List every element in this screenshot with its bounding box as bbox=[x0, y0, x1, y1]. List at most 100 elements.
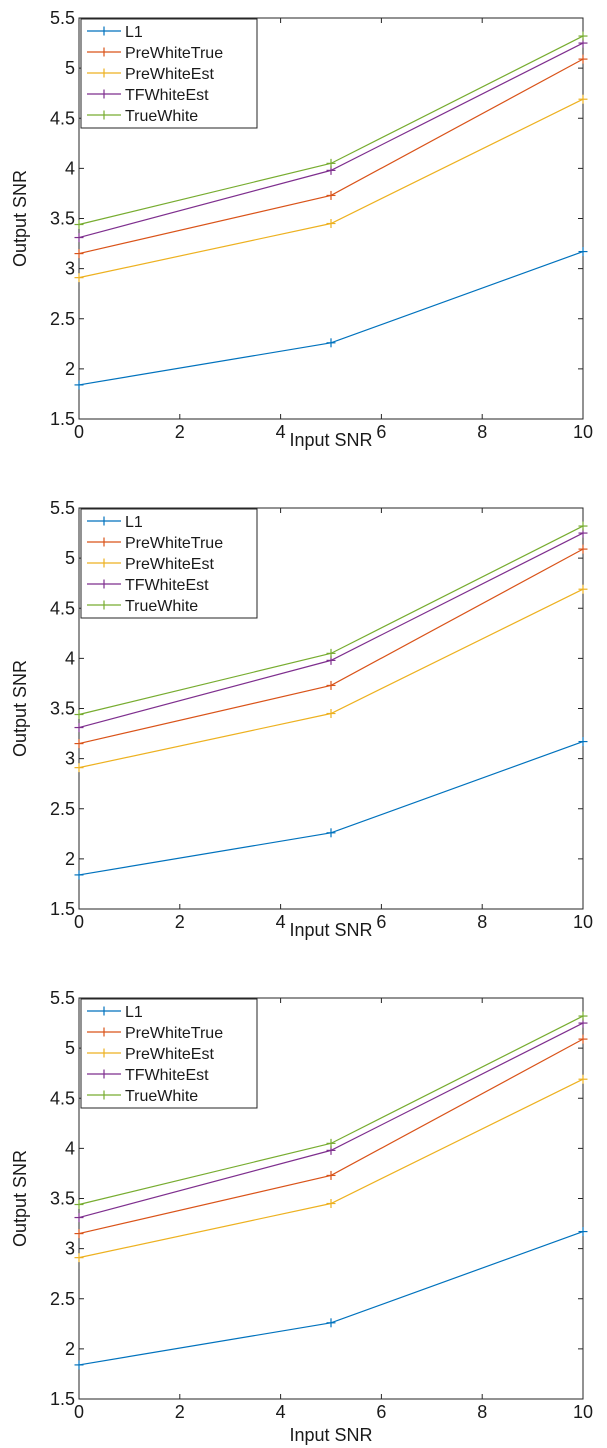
x-tick-label: 0 bbox=[74, 422, 84, 442]
legend-label-TFWhiteEst: TFWhiteEst bbox=[125, 577, 209, 594]
y-tick-label: 5 bbox=[65, 1038, 75, 1058]
y-tick-label: 4 bbox=[65, 1138, 75, 1158]
chart-panel-3: 0 2 4 6 8 10 1.5 2 2.5 3 3.5 4 4.5 5 5.5 Input SNR Outpu… bbox=[10, 988, 593, 1445]
data-point-PreWhiteTrue bbox=[74, 1229, 84, 1239]
x-tick-label: 2 bbox=[175, 1402, 185, 1422]
y-tick-label: 2 bbox=[65, 849, 75, 869]
x-tick-label: 0 bbox=[74, 912, 84, 932]
data-point-PreWhiteEst bbox=[74, 1253, 84, 1263]
data-point-TrueWhite bbox=[326, 158, 336, 168]
data-point-L1 bbox=[326, 828, 336, 838]
data-point-L1 bbox=[578, 1227, 588, 1237]
x-tick-label: 8 bbox=[477, 912, 487, 932]
y-tick-label: 1.5 bbox=[50, 899, 75, 919]
data-point-PreWhiteTrue bbox=[74, 739, 84, 749]
chart-panel-1: 0 2 4 6 8 10 1.5 2 2.5 3 3.5 4 4.5 5 5.5 Input SNR Outpu… bbox=[10, 8, 593, 450]
data-point-PreWhiteEst bbox=[74, 273, 84, 283]
data-point-L1 bbox=[578, 737, 588, 747]
y-tick-label: 5 bbox=[65, 58, 75, 78]
data-point-TrueWhite bbox=[578, 31, 588, 41]
data-point-TrueWhite bbox=[74, 220, 84, 230]
data-point-TFWhiteEst bbox=[74, 1213, 84, 1223]
data-point-L1 bbox=[74, 870, 84, 880]
legend-label-PreWhiteTrue: PreWhiteTrue bbox=[125, 45, 223, 62]
data-point-TrueWhite bbox=[74, 710, 84, 720]
y-tick-label: 2 bbox=[65, 1339, 75, 1359]
legend-label-TrueWhite: TrueWhite bbox=[125, 598, 198, 615]
data-point-PreWhiteEst bbox=[326, 219, 336, 229]
y-tick-label: 2.5 bbox=[50, 799, 75, 819]
data-point-TrueWhite bbox=[74, 1200, 84, 1210]
data-point-PreWhiteEst bbox=[578, 94, 588, 104]
y-tick-label: 4 bbox=[65, 158, 75, 178]
data-point-PreWhiteEst bbox=[578, 1074, 588, 1084]
data-point-L1 bbox=[578, 247, 588, 257]
y-tick-label: 1.5 bbox=[50, 409, 75, 429]
y-tick-label: 3 bbox=[65, 1239, 75, 1259]
x-tick-label: 2 bbox=[175, 912, 185, 932]
data-point-TFWhiteEst bbox=[74, 233, 84, 243]
x-tick-label: 6 bbox=[376, 912, 386, 932]
chart-panel-2: 0 2 4 6 8 10 1.5 2 2.5 3 3.5 4 4.5 5 5.5 Input SNR Outpu… bbox=[10, 498, 593, 940]
legend-label-PreWhiteTrue: PreWhiteTrue bbox=[125, 1025, 223, 1042]
y-tick-label: 5.5 bbox=[50, 498, 75, 518]
legend-label-PreWhiteEst: PreWhiteEst bbox=[125, 556, 214, 573]
x-tick-label: 10 bbox=[573, 1402, 593, 1422]
data-point-PreWhiteEst bbox=[74, 763, 84, 773]
y-tick-label: 5 bbox=[65, 548, 75, 568]
x-tick-label: 6 bbox=[376, 422, 386, 442]
x-axis-label: Input SNR bbox=[289, 1425, 372, 1445]
x-tick-label: 4 bbox=[276, 422, 286, 442]
y-tick-label: 3.5 bbox=[50, 699, 75, 719]
y-tick-label: 1.5 bbox=[50, 1389, 75, 1409]
x-tick-label: 4 bbox=[276, 912, 286, 932]
data-point-PreWhiteTrue bbox=[326, 190, 336, 200]
data-point-TrueWhite bbox=[326, 1138, 336, 1148]
y-tick-label: 3.5 bbox=[50, 209, 75, 229]
data-point-PreWhiteTrue bbox=[74, 249, 84, 259]
y-tick-label: 5.5 bbox=[50, 988, 75, 1008]
y-tick-label: 4.5 bbox=[50, 108, 75, 128]
y-tick-label: 3 bbox=[65, 259, 75, 279]
data-point-TFWhiteEst bbox=[74, 723, 84, 733]
y-axis-label: Output SNR bbox=[10, 170, 30, 267]
y-tick-label: 3 bbox=[65, 749, 75, 769]
y-tick-label: 4.5 bbox=[50, 598, 75, 618]
legend-label-L1: L1 bbox=[125, 514, 143, 531]
data-point-PreWhiteEst bbox=[326, 709, 336, 719]
legend-label-PreWhiteEst: PreWhiteEst bbox=[125, 1046, 214, 1063]
data-point-TrueWhite bbox=[578, 521, 588, 531]
legend-label-TrueWhite: TrueWhite bbox=[125, 108, 198, 125]
data-point-L1 bbox=[326, 1318, 336, 1328]
data-point-L1 bbox=[74, 380, 84, 390]
y-tick-label: 4.5 bbox=[50, 1088, 75, 1108]
y-tick-label: 3.5 bbox=[50, 1189, 75, 1209]
legend-label-PreWhiteTrue: PreWhiteTrue bbox=[125, 535, 223, 552]
y-axis-label: Output SNR bbox=[10, 1150, 30, 1247]
x-tick-label: 0 bbox=[74, 1402, 84, 1422]
data-point-PreWhiteTrue bbox=[326, 1170, 336, 1180]
data-point-L1 bbox=[74, 1360, 84, 1370]
data-point-PreWhiteTrue bbox=[578, 54, 588, 64]
y-tick-label: 2.5 bbox=[50, 1289, 75, 1309]
x-axis-label: Input SNR bbox=[289, 920, 372, 940]
data-point-TrueWhite bbox=[578, 1011, 588, 1021]
legend-label-L1: L1 bbox=[125, 24, 143, 41]
x-tick-label: 6 bbox=[376, 1402, 386, 1422]
x-tick-label: 10 bbox=[573, 422, 593, 442]
data-point-PreWhiteEst bbox=[578, 584, 588, 594]
x-tick-label: 8 bbox=[477, 422, 487, 442]
y-tick-label: 4 bbox=[65, 648, 75, 668]
y-tick-label: 2.5 bbox=[50, 309, 75, 329]
y-tick-label: 2 bbox=[65, 359, 75, 379]
legend-label-PreWhiteEst: PreWhiteEst bbox=[125, 66, 214, 83]
x-tick-label: 8 bbox=[477, 1402, 487, 1422]
data-point-TrueWhite bbox=[326, 648, 336, 658]
data-point-PreWhiteTrue bbox=[578, 1034, 588, 1044]
legend-label-L1: L1 bbox=[125, 1004, 143, 1021]
x-tick-label: 4 bbox=[276, 1402, 286, 1422]
legend-label-TFWhiteEst: TFWhiteEst bbox=[125, 1067, 209, 1084]
y-tick-label: 5.5 bbox=[50, 8, 75, 28]
